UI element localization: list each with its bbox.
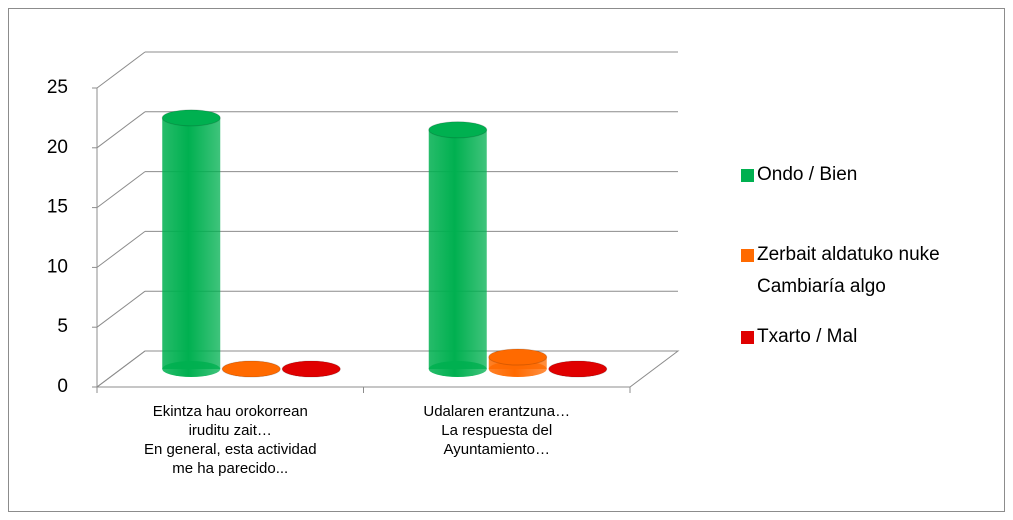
y-tick-label: 5 bbox=[57, 316, 68, 337]
legend-label: Txarto / Mal bbox=[757, 326, 858, 347]
bar-top bbox=[221, 360, 281, 378]
bar-top bbox=[548, 360, 608, 378]
bar-top bbox=[281, 360, 341, 378]
grid-line-side bbox=[96, 111, 146, 149]
y-tick-label: 25 bbox=[47, 77, 68, 98]
legend-swatch bbox=[741, 169, 754, 182]
bar-top bbox=[161, 109, 221, 127]
x-tick-label: Udalaren erantzuna… La respuesta del Ayu… bbox=[423, 403, 571, 458]
grid-line-side bbox=[96, 290, 146, 328]
bar bbox=[281, 360, 341, 378]
y-tick-label: 15 bbox=[47, 197, 68, 218]
legend-label: Zerbait aldatuko nuke Cambiaría algo bbox=[757, 244, 940, 297]
bar bbox=[221, 360, 281, 378]
y-tick-label: 0 bbox=[57, 376, 68, 397]
grid-line-side bbox=[96, 51, 146, 89]
bar bbox=[548, 360, 608, 378]
bar-top bbox=[488, 348, 548, 366]
bar bbox=[488, 348, 548, 377]
legend-swatch bbox=[741, 249, 754, 262]
bar bbox=[161, 109, 221, 377]
y-tick-label: 10 bbox=[47, 256, 68, 277]
legend-label: Ondo / Bien bbox=[757, 164, 858, 185]
grid-line-side bbox=[96, 171, 146, 209]
bar bbox=[428, 121, 488, 377]
bar-body bbox=[162, 117, 221, 369]
bar-body bbox=[428, 129, 487, 369]
legend-swatch bbox=[741, 331, 754, 344]
bar-top bbox=[428, 121, 488, 139]
grid-line-side bbox=[96, 230, 146, 268]
grid-line-side bbox=[96, 350, 146, 388]
x-tick-label: Ekintza hau orokorrean iruditu zait… En … bbox=[143, 403, 317, 477]
y-tick-label: 20 bbox=[47, 137, 68, 158]
